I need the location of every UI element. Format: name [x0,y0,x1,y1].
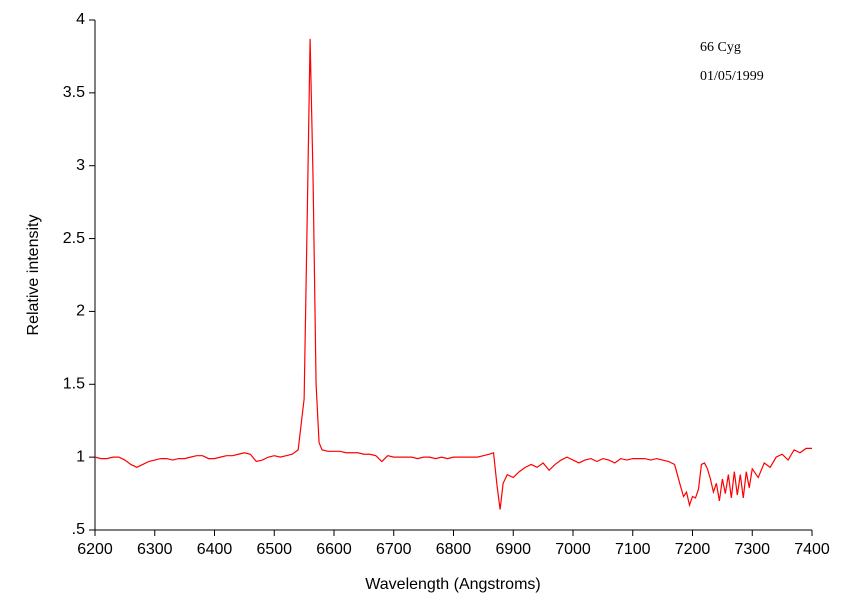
y-tick-label: 1.5 [63,376,85,393]
y-axis-label: Relative intensity [25,215,42,336]
x-axis-label: Wavelength (Angstroms) [365,576,540,593]
y-tick-label: 2.5 [63,230,85,247]
x-tick-label: 7000 [555,541,591,558]
x-tick-label: 6400 [197,541,233,558]
x-tick-label: 7400 [794,541,830,558]
x-tick-label: 6200 [77,541,113,558]
y-tick-label: 3.5 [63,84,85,101]
annotation: 01/05/1999 [700,69,764,84]
x-tick-label: 6500 [256,541,292,558]
x-tick-label: 7100 [615,541,651,558]
x-tick-label: 6800 [436,541,472,558]
x-tick-label: 7200 [675,541,711,558]
x-tick-label: 7300 [734,541,770,558]
x-tick-label: 6900 [495,541,531,558]
x-tick-label: 6300 [137,541,173,558]
spectrum-line [94,38,812,510]
y-tick-label: 1 [76,448,85,465]
y-tick-label: .5 [72,521,85,538]
annotation: 66 Cyg [700,40,741,55]
x-tick-label: 6600 [316,541,352,558]
y-tick-label: 4 [76,11,85,28]
y-tick-label: 2 [76,303,85,320]
y-tick-label: 3 [76,157,85,174]
x-tick-label: 6700 [376,541,412,558]
